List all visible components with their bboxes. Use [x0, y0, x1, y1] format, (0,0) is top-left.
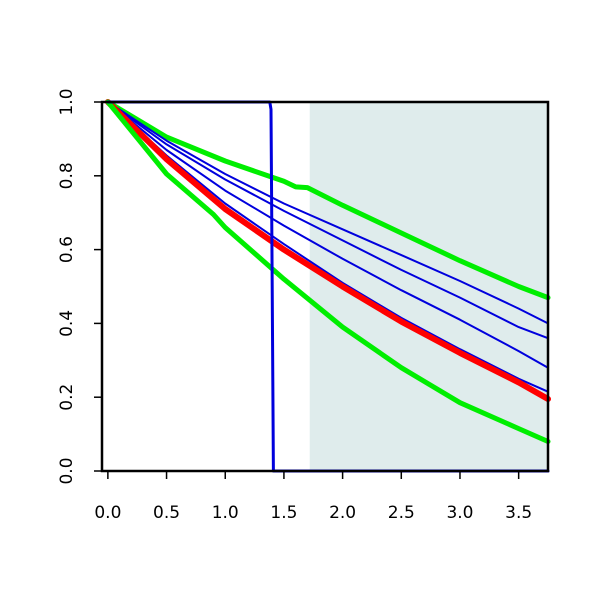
x-tick-label: 0.0: [94, 503, 121, 523]
y-tick-label: 0.2: [57, 384, 77, 411]
series-line-5: [106, 101, 549, 393]
y-tick-label: 0.8: [57, 162, 77, 189]
series-line-2: [106, 101, 549, 325]
y-tick-label: 0.0: [57, 457, 77, 484]
x-tick-label: 1.5: [270, 503, 297, 523]
plot-frame: [100, 100, 550, 473]
x-tick-label: 2.5: [388, 503, 415, 523]
x-axis: 0.0 0.5 1.0 1.5 2.0 2.5 3.0 3.5: [94, 471, 532, 523]
series-line-7: [105, 99, 551, 444]
series-line-3: [106, 101, 549, 340]
series-line-6: [104, 99, 551, 402]
series-line-1: [105, 99, 551, 301]
y-tick-label: 1.0: [57, 88, 77, 115]
x-tick-label: 2.0: [329, 503, 356, 523]
y-tick-label: 0.4: [57, 310, 77, 337]
y-tick-label: 0.6: [57, 236, 77, 263]
series-line-4: [106, 101, 549, 369]
x-tick-label: 3.5: [505, 503, 532, 523]
x-tick-label: 3.0: [446, 503, 473, 523]
x-tick-label: 0.5: [153, 503, 180, 523]
x-tick-label: 1.0: [212, 503, 239, 523]
y-axis: 0.0 0.2 0.4 0.6 0.8 1.0: [57, 88, 102, 485]
